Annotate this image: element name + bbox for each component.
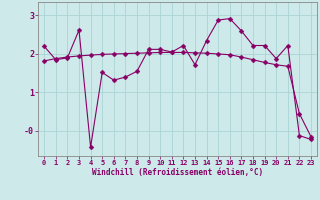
X-axis label: Windchill (Refroidissement éolien,°C): Windchill (Refroidissement éolien,°C)	[92, 168, 263, 177]
